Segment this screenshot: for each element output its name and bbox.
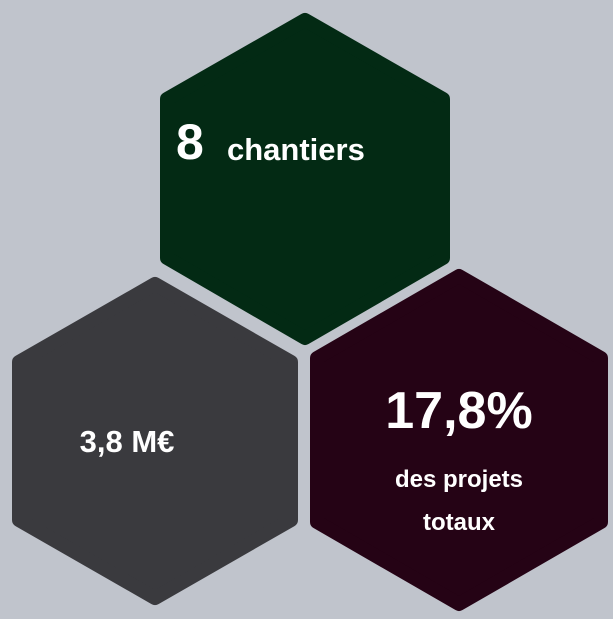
- sites-value: 8: [176, 114, 204, 170]
- share-value: 17,8%: [385, 382, 533, 440]
- hexagon-amount: [12, 277, 298, 605]
- hexagon-sites: [160, 13, 450, 345]
- hexagon-share: [310, 269, 608, 611]
- sites-label: chantiers: [227, 132, 365, 167]
- amount-value: 3,8 M€: [79, 424, 175, 459]
- share-label: des projets totaux: [394, 466, 524, 536]
